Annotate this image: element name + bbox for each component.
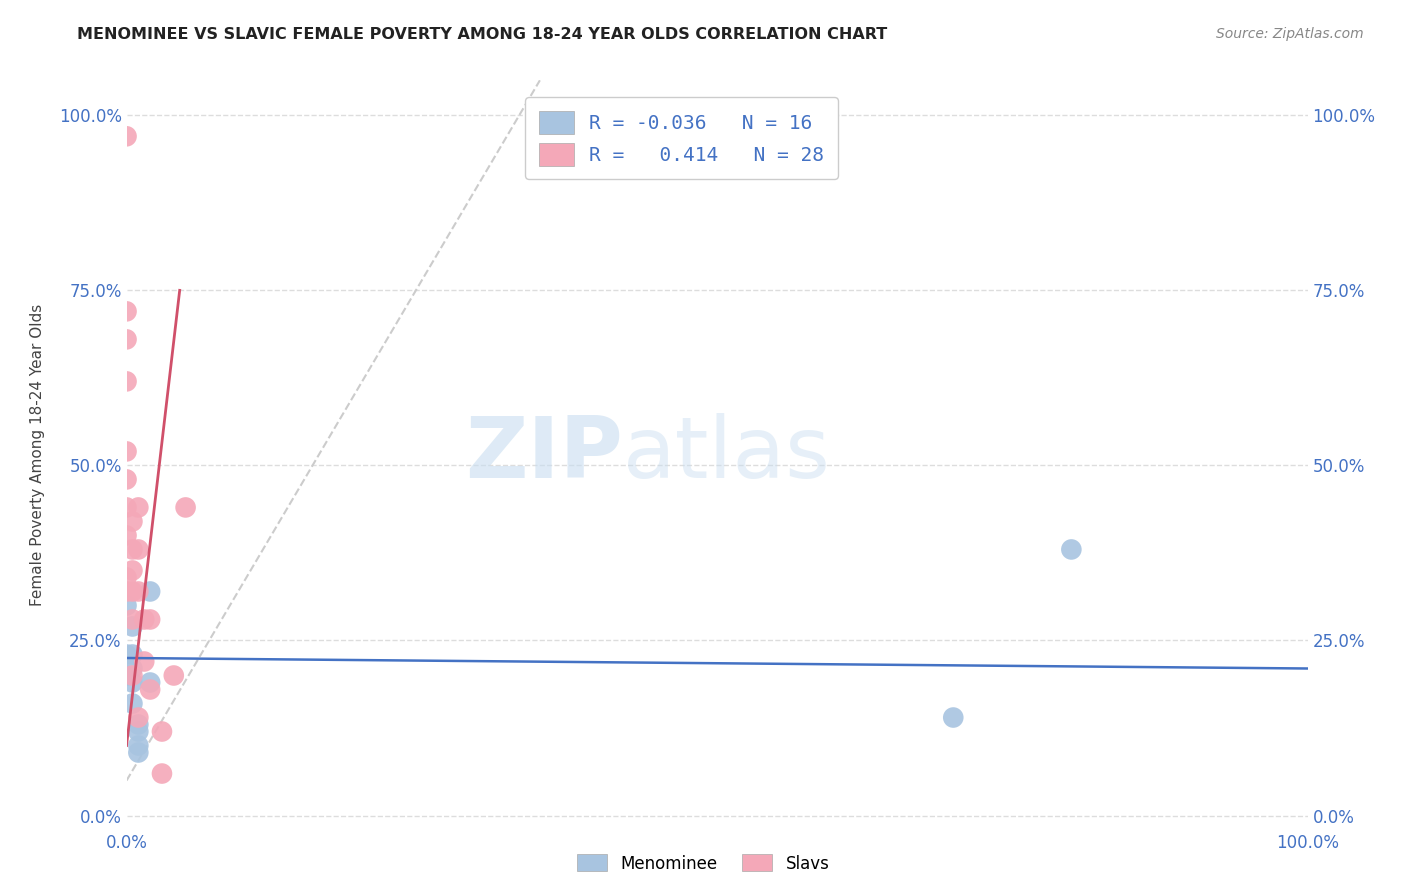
- Point: [127, 500, 149, 515]
- Text: Source: ZipAtlas.com: Source: ZipAtlas.com: [1216, 27, 1364, 41]
- Point: [115, 444, 138, 458]
- Point: [121, 612, 143, 626]
- Point: [121, 648, 143, 662]
- Point: [127, 717, 149, 731]
- Point: [150, 766, 173, 780]
- Point: [121, 675, 143, 690]
- Point: [163, 668, 186, 682]
- Point: [115, 472, 138, 486]
- Point: [134, 655, 156, 669]
- Point: [174, 500, 197, 515]
- Point: [139, 584, 162, 599]
- Point: [1060, 542, 1083, 557]
- Point: [127, 739, 149, 753]
- Point: [150, 724, 173, 739]
- Point: [121, 619, 143, 633]
- Point: [134, 612, 156, 626]
- Point: [121, 542, 143, 557]
- Legend: R = -0.036   N = 16, R =   0.414   N = 28: R = -0.036 N = 16, R = 0.414 N = 28: [526, 97, 838, 179]
- Point: [115, 528, 138, 542]
- Point: [121, 515, 143, 529]
- Text: MENOMINEE VS SLAVIC FEMALE POVERTY AMONG 18-24 YEAR OLDS CORRELATION CHART: MENOMINEE VS SLAVIC FEMALE POVERTY AMONG…: [77, 27, 887, 42]
- Point: [139, 675, 162, 690]
- Point: [127, 710, 149, 724]
- Point: [942, 710, 965, 724]
- Point: [115, 599, 138, 613]
- Point: [139, 612, 162, 626]
- Point: [115, 584, 138, 599]
- Y-axis label: Female Poverty Among 18-24 Year Olds: Female Poverty Among 18-24 Year Olds: [30, 304, 45, 606]
- Point: [115, 500, 138, 515]
- Legend: Menominee, Slavs: Menominee, Slavs: [569, 847, 837, 880]
- Point: [115, 668, 138, 682]
- Point: [121, 661, 143, 675]
- Point: [115, 304, 138, 318]
- Point: [121, 564, 143, 578]
- Point: [121, 668, 143, 682]
- Point: [115, 129, 138, 144]
- Point: [115, 648, 138, 662]
- Point: [121, 584, 143, 599]
- Point: [127, 542, 149, 557]
- Point: [127, 724, 149, 739]
- Point: [115, 375, 138, 389]
- Point: [127, 584, 149, 599]
- Point: [115, 570, 138, 584]
- Text: ZIP: ZIP: [465, 413, 623, 497]
- Point: [139, 682, 162, 697]
- Point: [127, 746, 149, 760]
- Point: [121, 697, 143, 711]
- Text: atlas: atlas: [623, 413, 831, 497]
- Point: [115, 332, 138, 346]
